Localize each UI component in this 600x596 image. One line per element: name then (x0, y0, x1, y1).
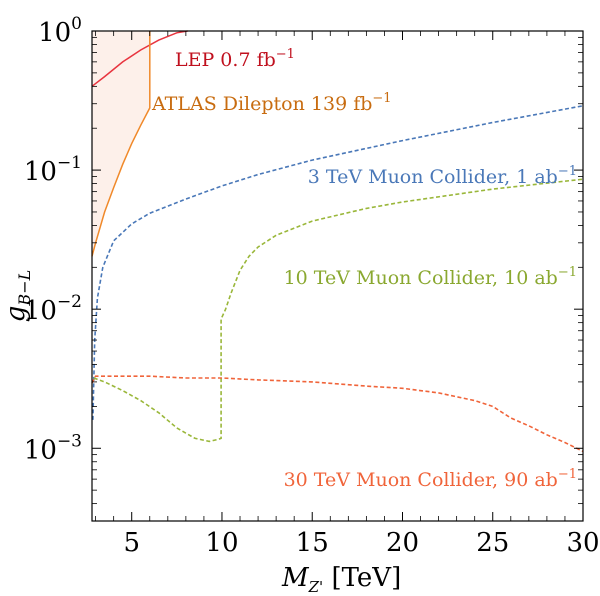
curve-5 (91, 375, 584, 453)
series-label-2: ATLAS Dilepton 139 fb−1 (151, 91, 392, 115)
x-tick-label: 25 (476, 528, 509, 558)
y-tick-label: 10−3 (24, 431, 82, 465)
x-axis-subscript: Z' (308, 578, 324, 596)
curve-4 (93, 178, 584, 443)
x-tick-label: 10 (205, 528, 238, 558)
curve-group (91, 30, 584, 453)
y-axis-subscript: B−L (15, 270, 34, 307)
series-label-5: 30 TeV Muon Collider, 90 ab−1 (284, 467, 577, 491)
y-tick-label: 100 (38, 14, 82, 48)
curve-1 (91, 30, 188, 87)
series-label-1: LEP 0.7 fb−1 (175, 47, 295, 71)
x-axis-label: MZ' [TeV] (281, 563, 401, 596)
y-axis-symbol: g (1, 306, 31, 323)
excluded-region (92, 31, 150, 257)
plot-frame (91, 30, 584, 522)
y-axis-label: gB−L (1, 270, 34, 322)
x-axis-unit: [TeV] (331, 563, 401, 593)
tick-group: 5 10 15 20 25 30 100 10−1 10−2 10−3 (24, 14, 600, 558)
x-axis-symbol: M (281, 563, 310, 593)
x-tick-label: 5 (123, 528, 140, 558)
series-label-group: LEP 0.7 fb−1 ATLAS Dilepton 139 fb−1 3 TeV… (151, 47, 577, 491)
series-label-3: 3 TeV Muon Collider, 1 ab−1 (308, 164, 577, 188)
series-label-4: 10 TeV Muon Collider, 10 ab−1 (284, 265, 577, 289)
x-tick-label: 30 (566, 528, 599, 558)
x-tick-label: 15 (296, 528, 329, 558)
y-tick-label: 10−1 (24, 153, 82, 187)
y-tick-label: 10−2 (24, 292, 82, 326)
curve-3 (92, 105, 584, 420)
x-tick-label: 20 (386, 528, 419, 558)
curve-2 (91, 31, 151, 257)
